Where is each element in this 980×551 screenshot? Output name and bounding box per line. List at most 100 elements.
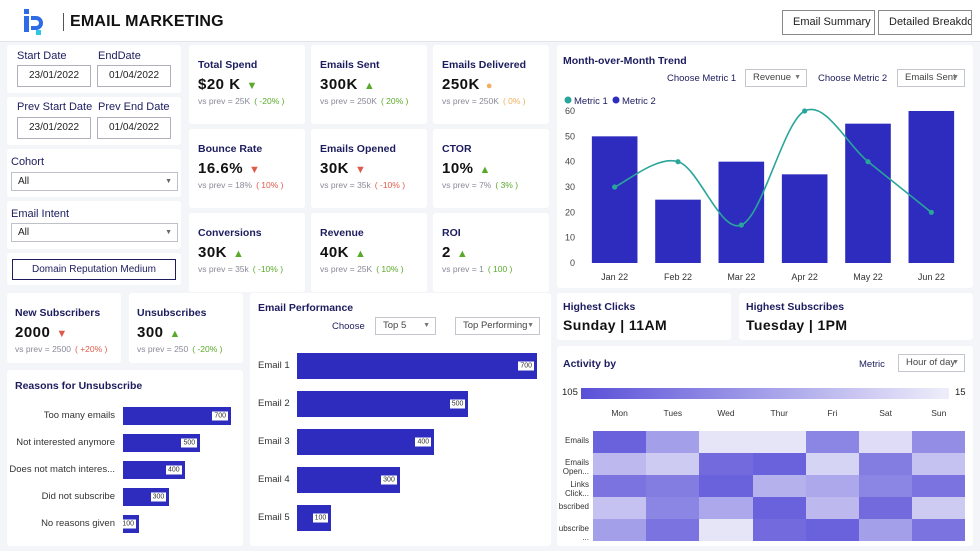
- kpi-change: ( 10% ): [376, 264, 404, 274]
- heatmap-cell[interactable]: [646, 497, 700, 519]
- trend-bar[interactable]: [655, 199, 701, 263]
- heatmap-cell[interactable]: [646, 453, 700, 475]
- bar[interactable]: 300: [297, 467, 400, 493]
- kpi-value-text: 40K: [320, 244, 350, 261]
- heatmap-cell[interactable]: [912, 497, 966, 519]
- kpi-card: Emails Sent 300K ▲ vs prev = 250K( 20% ): [311, 45, 427, 124]
- heatmap-cell[interactable]: [805, 475, 859, 497]
- performance-mode-value: Top Performing: [463, 320, 528, 331]
- kpi-prev-value: vs prev = 250K: [442, 96, 499, 106]
- heatmap-cell[interactable]: [805, 453, 859, 475]
- heatmap-cell[interactable]: [593, 497, 647, 519]
- heatmap-cell[interactable]: [912, 453, 966, 475]
- subscriber-kpi-card: Unsubscribes 300 ▲ vs prev = 250( -20% ): [129, 293, 243, 363]
- kpi-prev-value: vs prev = 35k: [198, 264, 249, 274]
- bar[interactable]: 700: [297, 353, 537, 379]
- chevron-down-icon: ▼: [794, 74, 801, 81]
- trend-bar[interactable]: [781, 174, 828, 263]
- heatmap-cell[interactable]: [646, 475, 700, 497]
- heatmap-cell[interactable]: [699, 475, 753, 497]
- heatmap-cell[interactable]: [859, 475, 913, 497]
- heatmap-cell[interactable]: [593, 453, 647, 475]
- bar[interactable]: 400: [297, 429, 435, 455]
- heatmap-cell[interactable]: [859, 431, 913, 453]
- heatmap-cell[interactable]: [805, 497, 859, 519]
- kpi-value: 2 ▲: [442, 244, 468, 261]
- bar[interactable]: 700: [123, 407, 231, 425]
- kpi-value: 250K ●: [442, 76, 493, 93]
- cohort-select[interactable]: All ▼: [11, 172, 178, 191]
- prev-start-date-field[interactable]: 23/01/2022: [17, 117, 91, 139]
- performance-mode-select[interactable]: Top Performing ▼: [455, 317, 540, 335]
- heatmap-cell[interactable]: [859, 519, 913, 541]
- cohort-label: Cohort: [11, 156, 45, 168]
- kpi-prev-value: vs prev = 18%: [198, 180, 253, 190]
- trend-line-point[interactable]: [802, 108, 808, 114]
- trend-line-point[interactable]: [928, 209, 934, 215]
- email-intent-select[interactable]: All ▼: [11, 223, 178, 242]
- heatmap-cell[interactable]: [699, 453, 753, 475]
- heatmap-cell[interactable]: [646, 519, 700, 541]
- heatmap-cell[interactable]: [593, 431, 647, 453]
- end-date-field[interactable]: 01/04/2022: [97, 65, 171, 87]
- bar[interactable]: 500: [123, 434, 201, 452]
- email-summary-button[interactable]: Email Summary: [782, 10, 875, 35]
- trend-line-point[interactable]: [675, 159, 681, 165]
- activity-metric-select[interactable]: Hour of day ▼: [898, 354, 965, 372]
- heatmap-cell[interactable]: [752, 519, 806, 541]
- activity-title: Activity by: [563, 358, 617, 370]
- trend-bar[interactable]: [591, 136, 638, 263]
- heatmap-cell[interactable]: [699, 431, 753, 453]
- heatmap-cell[interactable]: [912, 519, 966, 541]
- chevron-down-icon: ▼: [423, 322, 430, 329]
- metric1-select[interactable]: Revenue ▼: [745, 69, 807, 87]
- bar[interactable]: 100: [120, 515, 139, 533]
- heatmap-cell[interactable]: [646, 431, 700, 453]
- bar[interactable]: 100: [297, 505, 332, 531]
- kpi-previous: vs prev = 25K( 10% ): [320, 264, 404, 274]
- heatmap-cell[interactable]: [912, 431, 966, 453]
- detailed-breakdown-button[interactable]: Detailed Breakdown: [878, 10, 972, 35]
- heatmap-cell[interactable]: [805, 519, 859, 541]
- heatmap-cell[interactable]: [912, 475, 966, 497]
- heatmap-cell[interactable]: [752, 475, 806, 497]
- kpi-value-text: $20 K: [198, 76, 241, 93]
- bar-category-label: Email 1: [258, 360, 290, 371]
- heatmap-cell[interactable]: [859, 453, 913, 475]
- activity-metric-label: Metric: [859, 359, 885, 370]
- heatmap-cell[interactable]: [593, 475, 647, 497]
- metric2-select[interactable]: Emails Sent ▼: [897, 69, 965, 87]
- start-date-field[interactable]: 23/01/2022: [17, 65, 91, 87]
- top-n-select[interactable]: Top 5 ▼: [375, 317, 436, 335]
- bar[interactable]: 500: [297, 391, 469, 417]
- heatmap-cell[interactable]: [805, 431, 859, 453]
- app-header: EMAIL MARKETING Email Summary Detailed B…: [0, 0, 980, 42]
- trend-bar[interactable]: [908, 111, 955, 263]
- kpi-prev-value: vs prev = 7%: [442, 180, 492, 190]
- kpi-prev-value: vs prev = 1: [442, 264, 484, 274]
- bar-value-label: 500: [449, 399, 466, 409]
- prev-end-date-field[interactable]: 01/04/2022: [97, 117, 171, 139]
- heatmap-cell[interactable]: [752, 453, 806, 475]
- heatmap-cell[interactable]: [699, 519, 753, 541]
- heatmap-cell[interactable]: [752, 497, 806, 519]
- bar-value-label: 400: [415, 437, 432, 447]
- trend-line-point[interactable]: [865, 159, 871, 165]
- kpi-card: Revenue 40K ▲ vs prev = 25K( 10% ): [311, 213, 427, 292]
- trend-title: Month-over-Month Trend: [563, 55, 687, 67]
- trend-line-point[interactable]: [738, 222, 744, 228]
- kpi-prev-value: vs prev = 35k: [320, 180, 371, 190]
- bar-category-label: Does not match interes...: [9, 464, 115, 475]
- trend-line-point[interactable]: [612, 184, 618, 190]
- heatmap-cell[interactable]: [859, 497, 913, 519]
- trend-bar[interactable]: [718, 161, 765, 263]
- bar-category-label: No reasons given: [41, 518, 115, 529]
- heatmap-cell[interactable]: [699, 497, 753, 519]
- heatmap-cell[interactable]: [752, 431, 806, 453]
- scale-min-label: 15: [955, 387, 966, 398]
- bar[interactable]: 400: [123, 461, 185, 479]
- domain-reputation-button[interactable]: Domain Reputation Medium: [12, 259, 176, 280]
- page-title: EMAIL MARKETING: [70, 13, 224, 30]
- heatmap-cell[interactable]: [593, 519, 647, 541]
- bar[interactable]: 300: [123, 488, 170, 506]
